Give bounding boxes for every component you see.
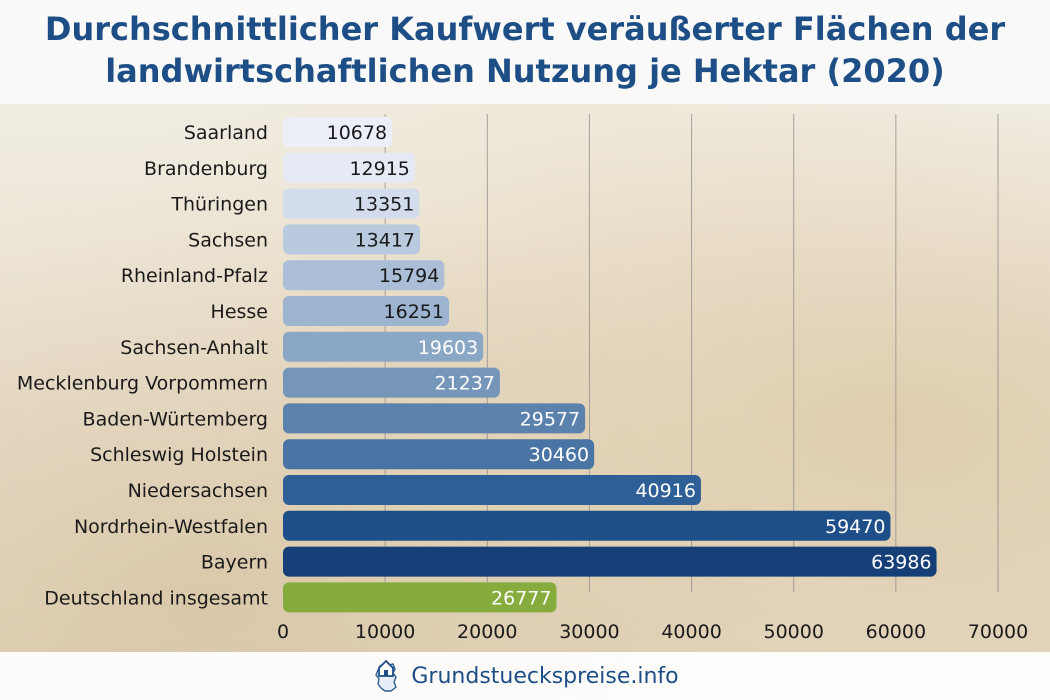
x-axis-tick-labels: 0 10000 20000 30000 40000 50000 60000 70000 <box>277 621 1028 643</box>
category-label: Sachsen <box>188 229 268 251</box>
chart-title: Durchschnittlicher Kaufwert veräußerter … <box>0 8 1050 92</box>
bar <box>283 331 484 362</box>
data-label: 10678 <box>327 122 387 144</box>
bar <box>283 510 891 541</box>
data-label: 13417 <box>355 229 415 251</box>
category-label: Rheinland-Pfalz <box>121 265 268 287</box>
data-label: 26777 <box>491 587 551 609</box>
data-label: 12915 <box>349 158 409 180</box>
category-label: Hesse <box>211 301 268 323</box>
title-band <box>0 0 1050 104</box>
x-tick-label: 20000 <box>457 621 517 643</box>
bar <box>283 224 421 255</box>
bar <box>283 582 557 613</box>
category-label: Mecklenburg Vorpommern <box>17 373 268 395</box>
bar <box>283 296 449 326</box>
category-label: Nordrhein-Westfalen <box>74 516 268 538</box>
x-tick-label: 60000 <box>866 621 926 643</box>
category-label: Deutschland insgesamt <box>44 587 268 609</box>
data-label: 19603 <box>418 337 478 359</box>
category-labels: Saarland Brandenburg Thüringen Sachsen Rhein… <box>17 122 268 609</box>
bar <box>283 367 500 398</box>
category-label: Bayern <box>201 552 268 574</box>
data-label: 16251 <box>384 301 444 323</box>
bar <box>283 152 415 183</box>
bar <box>283 439 595 470</box>
x-tick-label: 10000 <box>355 621 415 643</box>
x-tick-label: 0 <box>277 621 289 643</box>
data-label: 40916 <box>635 480 695 502</box>
bar <box>283 403 586 434</box>
data-label: 63986 <box>871 552 931 574</box>
category-label: Brandenburg <box>144 158 268 180</box>
footer: Grundstueckspreise.info <box>0 652 1050 700</box>
bar <box>283 117 393 147</box>
bar <box>283 475 701 505</box>
category-label: Schleswig Holstein <box>90 444 268 466</box>
bars: 10678 12915 13351 13417 15794 16251 19603 21237… <box>283 117 937 613</box>
data-label: 21237 <box>434 373 494 395</box>
category-label: Sachsen-Anhalt <box>120 337 268 359</box>
data-label: 30460 <box>529 444 589 466</box>
data-label: 15794 <box>379 265 439 287</box>
x-tick-label: 30000 <box>559 621 619 643</box>
house-map-logo-icon <box>375 659 398 692</box>
chart-title-line-2: landwirtschaftlichen Nutzung je Hektar (… <box>105 52 945 90</box>
category-label: Niedersachsen <box>128 480 268 502</box>
bar <box>283 260 445 291</box>
chart-title-line-1: Durchschnittlicher Kaufwert veräußerter … <box>44 10 1006 48</box>
x-tick-label: 70000 <box>968 621 1028 643</box>
x-tick-label: 50000 <box>763 621 823 643</box>
bar-chart: 10678 12915 13351 13417 15794 16251 19603 21237… <box>17 114 1028 643</box>
category-label: Baden-Würtemberg <box>83 408 268 430</box>
data-label: 29577 <box>520 408 580 430</box>
x-tick-label: 40000 <box>661 621 721 643</box>
category-label: Thüringen <box>170 194 268 216</box>
brand-name: Grundstueckspreise.info <box>411 663 679 689</box>
bar <box>283 546 937 577</box>
data-label: 59470 <box>825 516 885 538</box>
category-label: Saarland <box>184 122 268 144</box>
data-label: 13351 <box>354 194 414 216</box>
bar <box>283 188 420 219</box>
